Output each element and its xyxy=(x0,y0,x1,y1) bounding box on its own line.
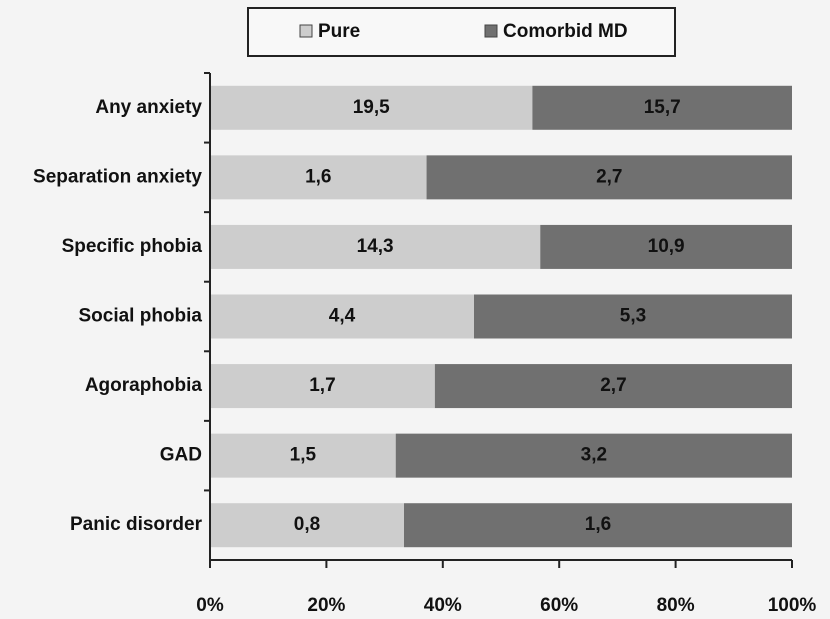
data-label: 19,5 xyxy=(353,97,390,118)
y-tick-label: Social phobia xyxy=(78,306,202,327)
data-label: 10,9 xyxy=(648,236,685,257)
bar-segment xyxy=(210,85,533,130)
bar-segment xyxy=(210,503,404,548)
bar-segment xyxy=(474,294,792,339)
data-label: 1,5 xyxy=(290,445,317,466)
y-tick-label: Specific phobia xyxy=(62,236,203,257)
x-tick-label: 80% xyxy=(657,595,695,616)
bar-segment xyxy=(210,155,427,200)
y-tick-label: Separation anxiety xyxy=(33,166,202,187)
legend-label: Comorbid MD xyxy=(503,21,628,42)
data-label: 5,3 xyxy=(620,306,646,327)
y-tick-label: GAD xyxy=(160,445,202,466)
data-label: 0,8 xyxy=(294,514,320,535)
bar-segment xyxy=(210,294,474,339)
y-tick-label: Panic disorder xyxy=(70,514,203,535)
data-label: 1,6 xyxy=(305,166,331,187)
y-tick-label: Agoraphobia xyxy=(85,375,203,396)
data-label: 2,7 xyxy=(596,166,622,187)
bar-segment xyxy=(532,85,792,130)
data-label: 4,4 xyxy=(329,306,356,327)
x-tick-label: 20% xyxy=(307,595,345,616)
legend-label: Pure xyxy=(318,21,360,42)
x-tick-label: 0% xyxy=(196,595,224,616)
data-label: 15,7 xyxy=(644,97,681,118)
data-label: 1,7 xyxy=(309,375,335,396)
x-tick-label: 40% xyxy=(424,595,462,616)
bar-segment xyxy=(540,224,792,269)
data-label: 14,3 xyxy=(357,236,394,257)
data-label: 3,2 xyxy=(581,445,607,466)
bar-segment xyxy=(404,503,792,548)
y-tick-label: Any anxiety xyxy=(95,97,202,118)
bar-segment xyxy=(210,224,541,269)
bar-segment xyxy=(210,433,396,478)
bar-segment xyxy=(426,155,792,200)
data-label: 1,6 xyxy=(585,514,611,535)
legend-swatch xyxy=(484,24,498,38)
bar-segment xyxy=(210,364,435,409)
x-tick-label: 60% xyxy=(540,595,578,616)
bar-segment xyxy=(395,433,792,478)
data-label: 2,7 xyxy=(600,375,626,396)
x-tick-label: 100% xyxy=(768,595,817,616)
legend-box xyxy=(247,7,676,57)
legend-swatch xyxy=(299,24,313,38)
bar-segment xyxy=(434,364,792,409)
